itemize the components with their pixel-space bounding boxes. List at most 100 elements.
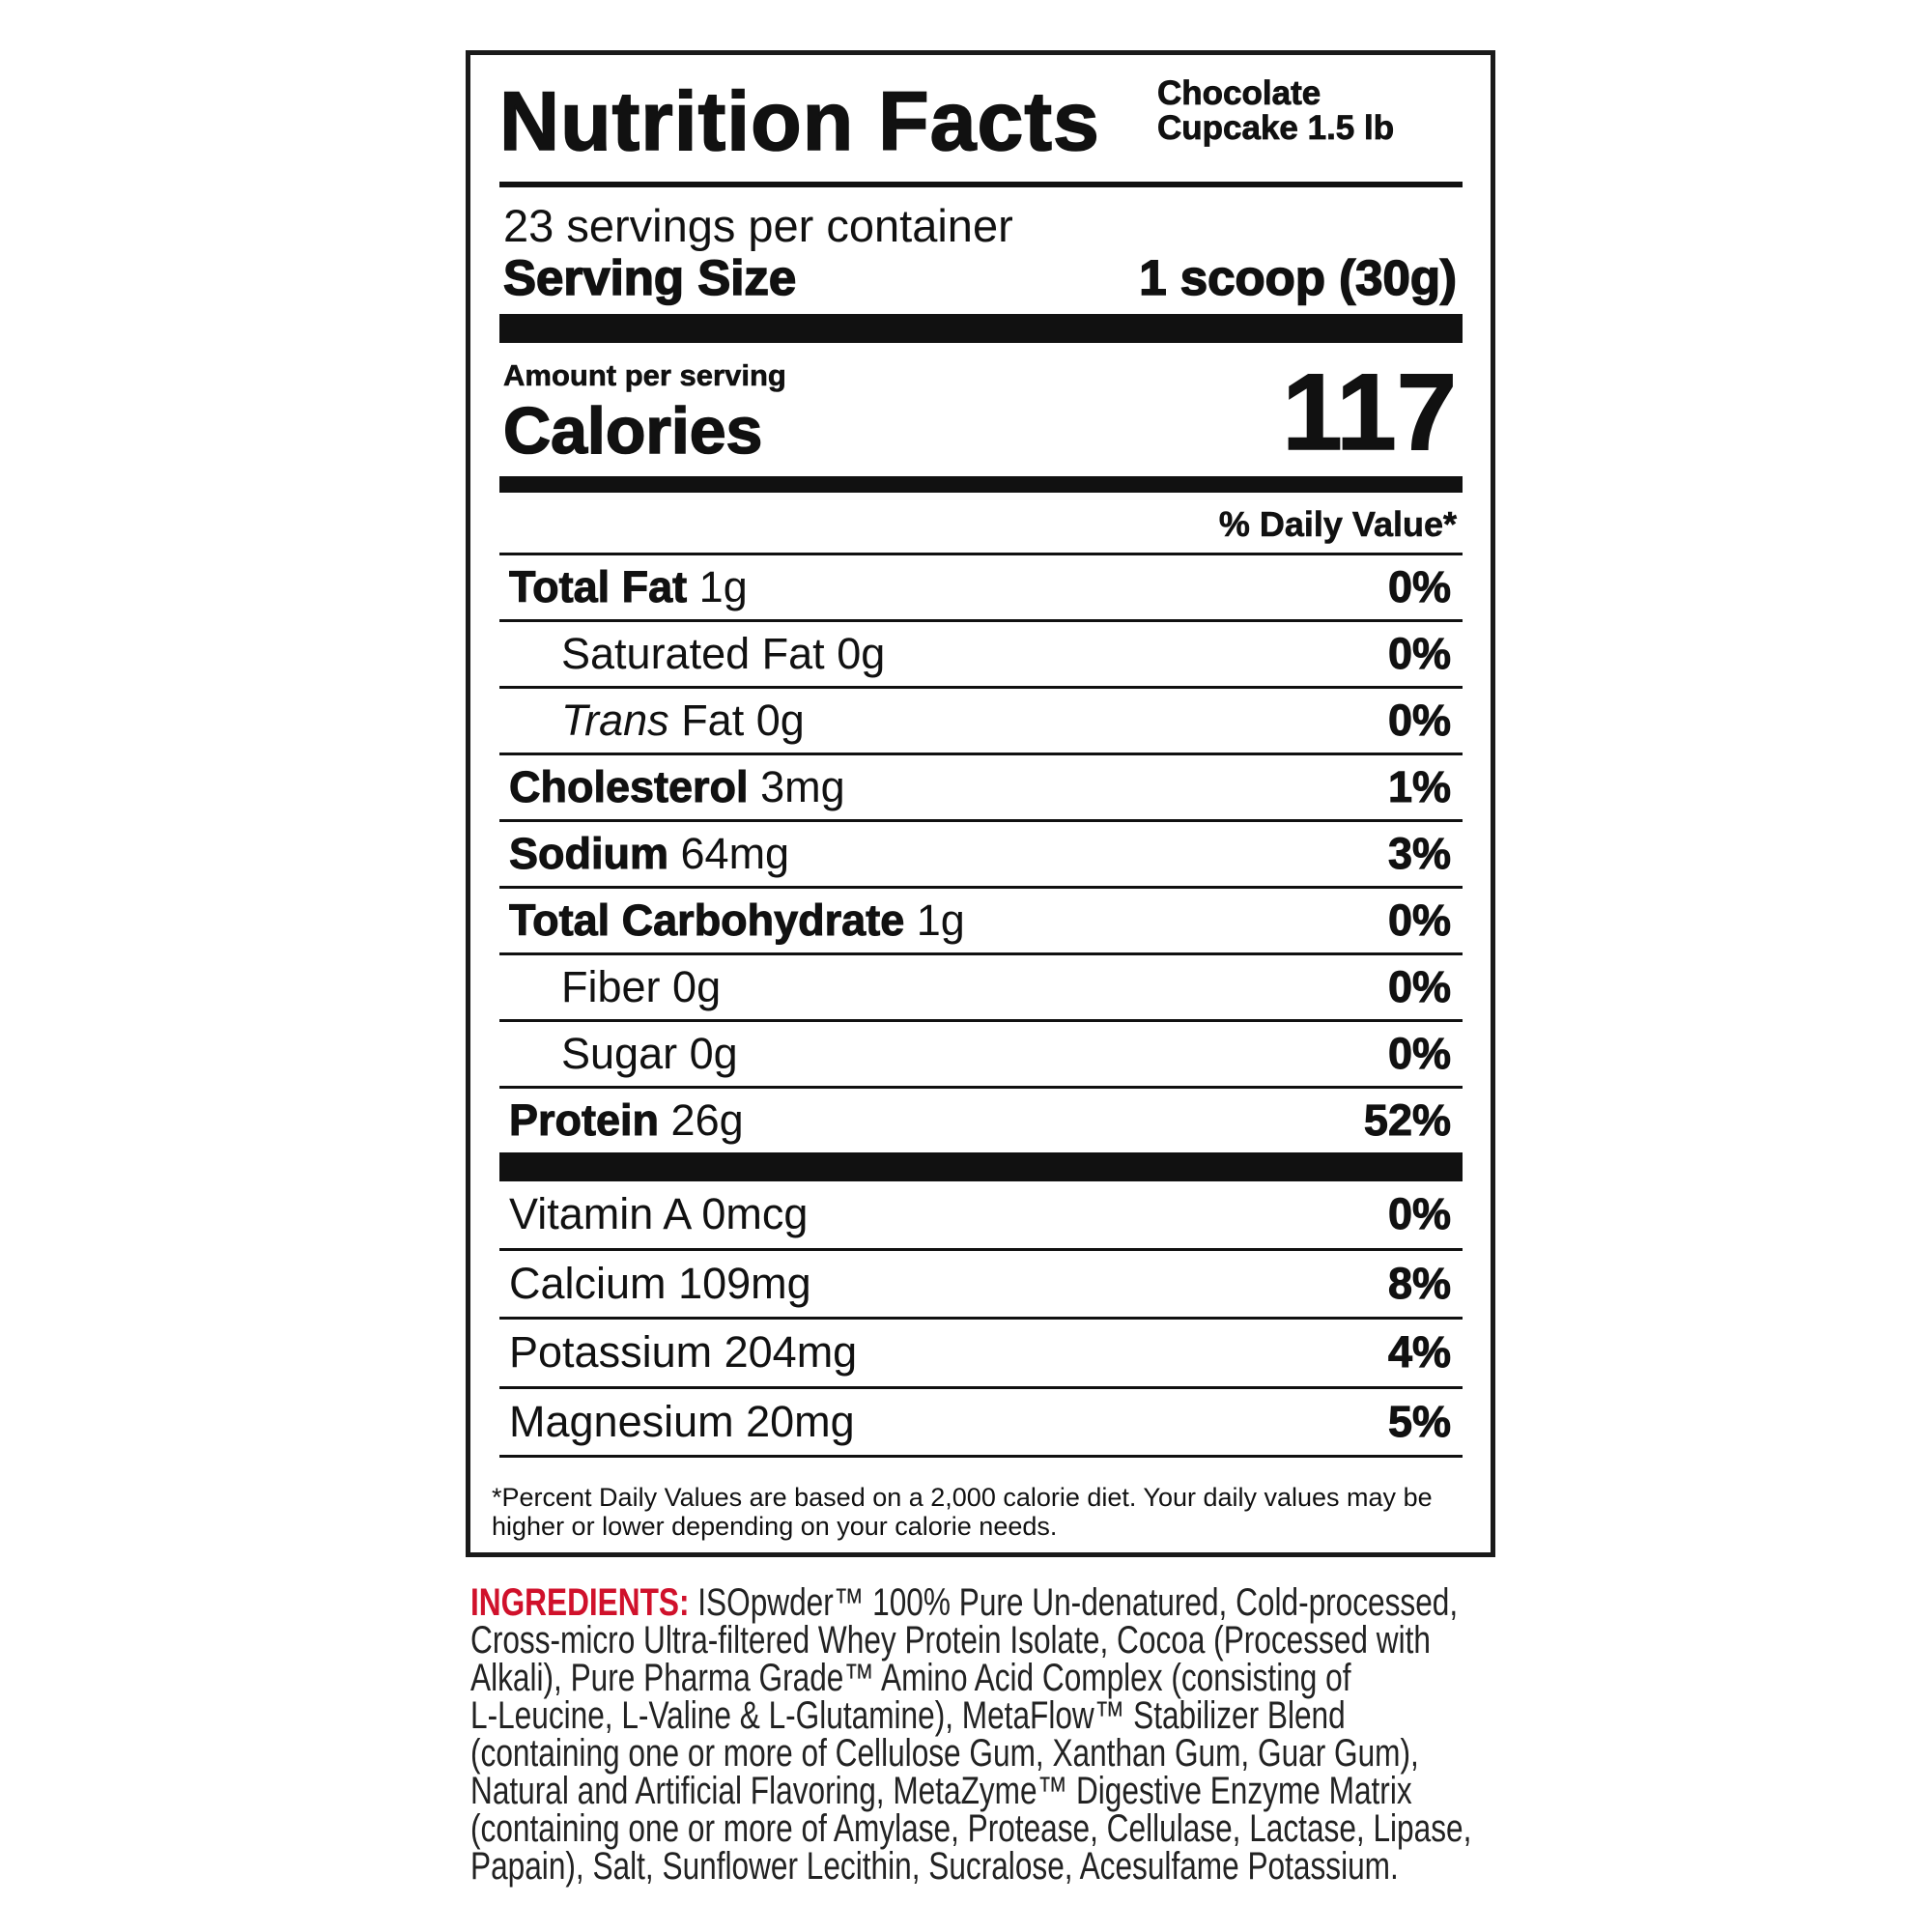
ingredients-text: ISOpwder™ 100% Pure Un-denatured, Cold-p… <box>689 1581 1459 1624</box>
vitamin-daily-value: 5% <box>1387 1396 1451 1446</box>
nutrition-facts-label: Nutrition Facts Chocolate Cupcake 1.5 lb… <box>466 50 1495 1557</box>
nutrient-label: Protein <box>508 1095 660 1146</box>
vitamin-label: Magnesium <box>509 1396 734 1446</box>
label-title: Nutrition Facts <box>498 74 1100 169</box>
servings-per-container: 23 servings per container <box>503 200 1013 251</box>
nutrient-daily-value: 0% <box>1387 562 1451 612</box>
nutrient-name: Sugar 0g <box>561 1029 738 1079</box>
vitamin-amount: 204mg <box>724 1327 858 1378</box>
vitamin-row: Magnesium 20mg 5% <box>499 1389 1463 1456</box>
nutrient-label: Total Carbohydrate <box>508 895 905 946</box>
divider <box>499 1247 1463 1251</box>
calories-value: 117 <box>1282 352 1458 472</box>
vitamin-amount: 20mg <box>746 1396 855 1446</box>
nutrient-amount: 26g <box>670 1095 744 1145</box>
nutrient-name: Cholesterol 3mg <box>509 762 845 812</box>
divider <box>499 1086 1463 1089</box>
divider <box>499 753 1463 755</box>
product-name-line-2: Cupcake 1.5 lb <box>1157 109 1395 147</box>
nutrient-daily-value: 3% <box>1387 829 1451 879</box>
nutrient-name-italic: Trans <box>561 696 669 745</box>
nutrient-name: Total Carbohydrate 1g <box>508 895 965 946</box>
ingredients: INGREDIENTS: ISOpwder™ 100% Pure Un-dena… <box>470 1581 1478 1888</box>
nutrient-row: Cholesterol 3mg 1% <box>499 755 1463 819</box>
product-name: Chocolate Cupcake 1.5 lb <box>1157 74 1395 147</box>
footnote: *Percent Daily Values are based on a 2,0… <box>492 1483 1433 1541</box>
nutrient-amount: 0g <box>837 629 886 678</box>
nutrient-label: Fiber <box>561 962 661 1011</box>
ingredients-line: Alkali), Pure Pharma Grade™ Amino Acid C… <box>470 1657 1351 1699</box>
nutrient-row: Protein 26g 52% <box>499 1089 1463 1152</box>
divider <box>499 182 1463 187</box>
nutrient-daily-value: 52% <box>1363 1095 1451 1146</box>
vitamin-daily-value: 4% <box>1387 1327 1451 1378</box>
nutrient-row: Fiber 0g 0% <box>499 955 1463 1019</box>
nutrient-label: Cholesterol <box>509 762 750 812</box>
serving-size-label: Serving Size <box>502 249 797 306</box>
nutrient-name: Protein 26g <box>508 1095 744 1146</box>
nutrient-name: Saturated Fat 0g <box>561 629 885 679</box>
nutrient-label: Sugar <box>561 1029 678 1078</box>
ingredients-line-1: INGREDIENTS: ISOpwder™ 100% Pure Un-dena… <box>470 1581 1478 1624</box>
nutrient-label: Saturated Fat <box>561 629 825 678</box>
vitamin-name: Magnesium 20mg <box>509 1397 855 1447</box>
divider-thick <box>499 1152 1463 1181</box>
vitamin-daily-value: 0% <box>1387 1189 1451 1239</box>
vitamin-row: Vitamin A 0mcg 0% <box>499 1181 1463 1248</box>
amount-per-serving-label: Amount per serving <box>503 358 786 393</box>
vitamin-name: Vitamin A 0mcg <box>509 1189 808 1239</box>
vitamin-amount: 109mg <box>678 1258 811 1308</box>
vitamin-label: Potassium <box>509 1327 713 1378</box>
calories-label: Calories <box>502 393 763 469</box>
nutrient-row: Trans Fat 0g 0% <box>499 689 1463 753</box>
ingredients-line: (containing one or more of Cellulose Gum… <box>470 1732 1419 1775</box>
nutrient-amount: 0g <box>755 696 805 745</box>
nutrient-amount: 0g <box>672 962 722 1011</box>
ingredients-line: L-Leucine, L-Valine & L-Glutamine), Meta… <box>470 1694 1346 1737</box>
label-header: Nutrition Facts Chocolate Cupcake 1.5 lb <box>498 55 1463 182</box>
daily-value-header: % Daily Value* <box>499 493 1463 553</box>
divider <box>499 952 1463 955</box>
nutrient-name: Total Fat 1g <box>508 562 748 612</box>
nutrient-label: Sodium <box>509 829 669 879</box>
vitamin-name: Calcium 109mg <box>509 1259 811 1309</box>
ingredients-label: INGREDIENTS: <box>470 1581 690 1624</box>
ingredients-line: (containing one or more of Amylase, Prot… <box>470 1807 1472 1850</box>
nutrient-daily-value: 1% <box>1387 762 1451 812</box>
divider <box>499 686 1463 689</box>
nutrient-amount: 1g <box>698 562 748 611</box>
nutrient-amount: 1g <box>916 895 965 945</box>
vitamin-row: Potassium 204mg 4% <box>499 1320 1463 1386</box>
vitamin-amount: 0mcg <box>701 1189 809 1239</box>
divider <box>499 553 1463 555</box>
nutrient-row: Sodium 64mg 3% <box>499 822 1463 886</box>
vitamin-label: Calcium <box>509 1258 667 1308</box>
nutrient-label: Total Fat <box>508 562 688 612</box>
divider <box>499 619 1463 622</box>
divider <box>499 1019 1463 1022</box>
nutrient-daily-value: 0% <box>1387 1029 1451 1079</box>
divider <box>499 1455 1463 1458</box>
calories-section: Amount per serving Calories 117 <box>499 343 1463 476</box>
serving-size-value: 1 scoop (30g) <box>1138 249 1457 306</box>
nutrient-row: Sugar 0g 0% <box>499 1022 1463 1086</box>
vitamin-list: Vitamin A 0mcg 0% Calcium 109mg 8% Potassium… <box>499 1181 1463 1458</box>
divider <box>499 819 1463 822</box>
nutrient-daily-value: 0% <box>1387 696 1451 746</box>
nutrient-daily-value: 0% <box>1387 629 1451 679</box>
nutrient-row: Total Carbohydrate 1g 0% <box>499 889 1463 952</box>
divider <box>499 1317 1463 1320</box>
divider <box>499 886 1463 889</box>
nutrient-amount: 0g <box>689 1029 738 1078</box>
nutrient-row: Saturated Fat 0g 0% <box>499 622 1463 686</box>
nutrient-name: Sodium 64mg <box>509 829 790 879</box>
nutrient-amount: 3mg <box>760 762 845 811</box>
ingredients-line: Cross-micro Ultra-filtered Whey Protein … <box>470 1619 1431 1662</box>
divider <box>499 1385 1463 1389</box>
vitamin-daily-value: 8% <box>1387 1258 1451 1308</box>
divider-medium <box>499 476 1463 493</box>
nutrient-name: Fiber 0g <box>561 962 721 1012</box>
nutrient-label: Fat <box>668 696 745 745</box>
product-name-line-1: Chocolate <box>1157 74 1321 112</box>
ingredients-line: Papain), Salt, Sunflower Lecithin, Sucra… <box>470 1845 1399 1888</box>
